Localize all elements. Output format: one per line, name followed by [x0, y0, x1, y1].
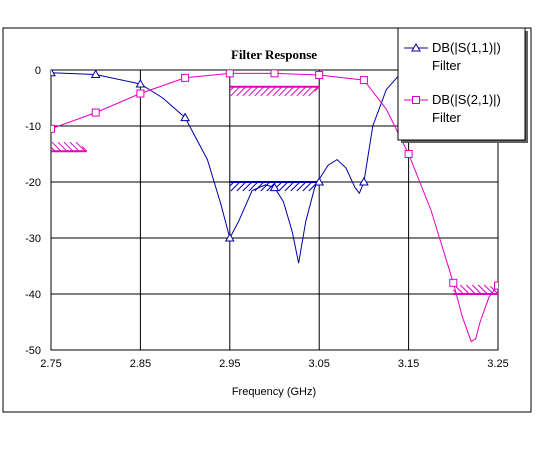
legend-marker	[412, 96, 420, 104]
series-layer	[51, 70, 498, 343]
series-2-marker	[315, 71, 324, 80]
x-tick-label: 3.25	[487, 358, 508, 370]
series-2-marker	[51, 124, 55, 133]
tick-labels: 2.75 2.85 2.95 3.05 3.15 3.25 0 -10 -20 -30 -40 -50	[25, 65, 509, 370]
series-1-marker	[314, 176, 325, 186]
series-2-marker	[181, 73, 190, 82]
x-tick-label: 2.95	[219, 358, 240, 370]
legend-sublabel: Filter	[432, 110, 462, 125]
series-2-marker	[404, 150, 413, 158]
spec-mask	[229, 181, 320, 192]
series-2-marker	[136, 89, 145, 98]
legend-label: DB(|S(2,1)|)	[432, 92, 501, 107]
y-tick-label: -30	[25, 233, 41, 245]
y-tick-label: 0	[35, 65, 41, 77]
y-tick-label: -40	[25, 289, 41, 301]
series-line-1	[51, 70, 409, 264]
series-2-marker	[91, 108, 100, 117]
y-tick-label: -50	[25, 345, 41, 357]
series-1-marker	[224, 232, 235, 242]
y-tick-label: -20	[25, 177, 41, 189]
legend-marker	[411, 42, 421, 52]
series-1-marker	[359, 176, 369, 186]
legend-label: DB(|S(1,1)|)	[432, 40, 501, 55]
series-2-marker	[449, 278, 458, 287]
series-2-marker	[494, 281, 498, 290]
legend-entry-1: DB(|S(1,1)|) Filter	[404, 40, 501, 73]
series-1-marker	[90, 70, 101, 78]
series-2-marker	[270, 70, 279, 78]
x-axis-label: Frequency (GHz)	[232, 386, 316, 398]
series-1-marker	[51, 70, 56, 77]
legend-sublabel: Filter	[432, 58, 462, 73]
series-line-2	[51, 72, 498, 343]
legend-box	[397, 27, 526, 141]
x-tick-label: 3.05	[308, 358, 329, 370]
series-1-marker	[269, 182, 280, 192]
spec-mask	[229, 85, 320, 97]
chart-title: Filter Response	[231, 47, 317, 62]
x-tick-label: 2.75	[40, 358, 61, 370]
x-tick-label: 3.15	[398, 358, 419, 370]
y-tick-label: -10	[25, 121, 41, 133]
series-2-marker	[225, 70, 234, 78]
spec-mask	[51, 141, 88, 153]
x-tick-label: 2.85	[130, 358, 151, 370]
series-1-marker	[135, 78, 146, 88]
series-1-marker	[180, 112, 190, 122]
legend: DB(|S(1,1)|) Filter DB(|S(2,1)|) Filter	[397, 27, 528, 143]
legend-entry-2: DB(|S(2,1)|) Filter	[404, 92, 501, 125]
series-2-marker	[359, 76, 368, 85]
